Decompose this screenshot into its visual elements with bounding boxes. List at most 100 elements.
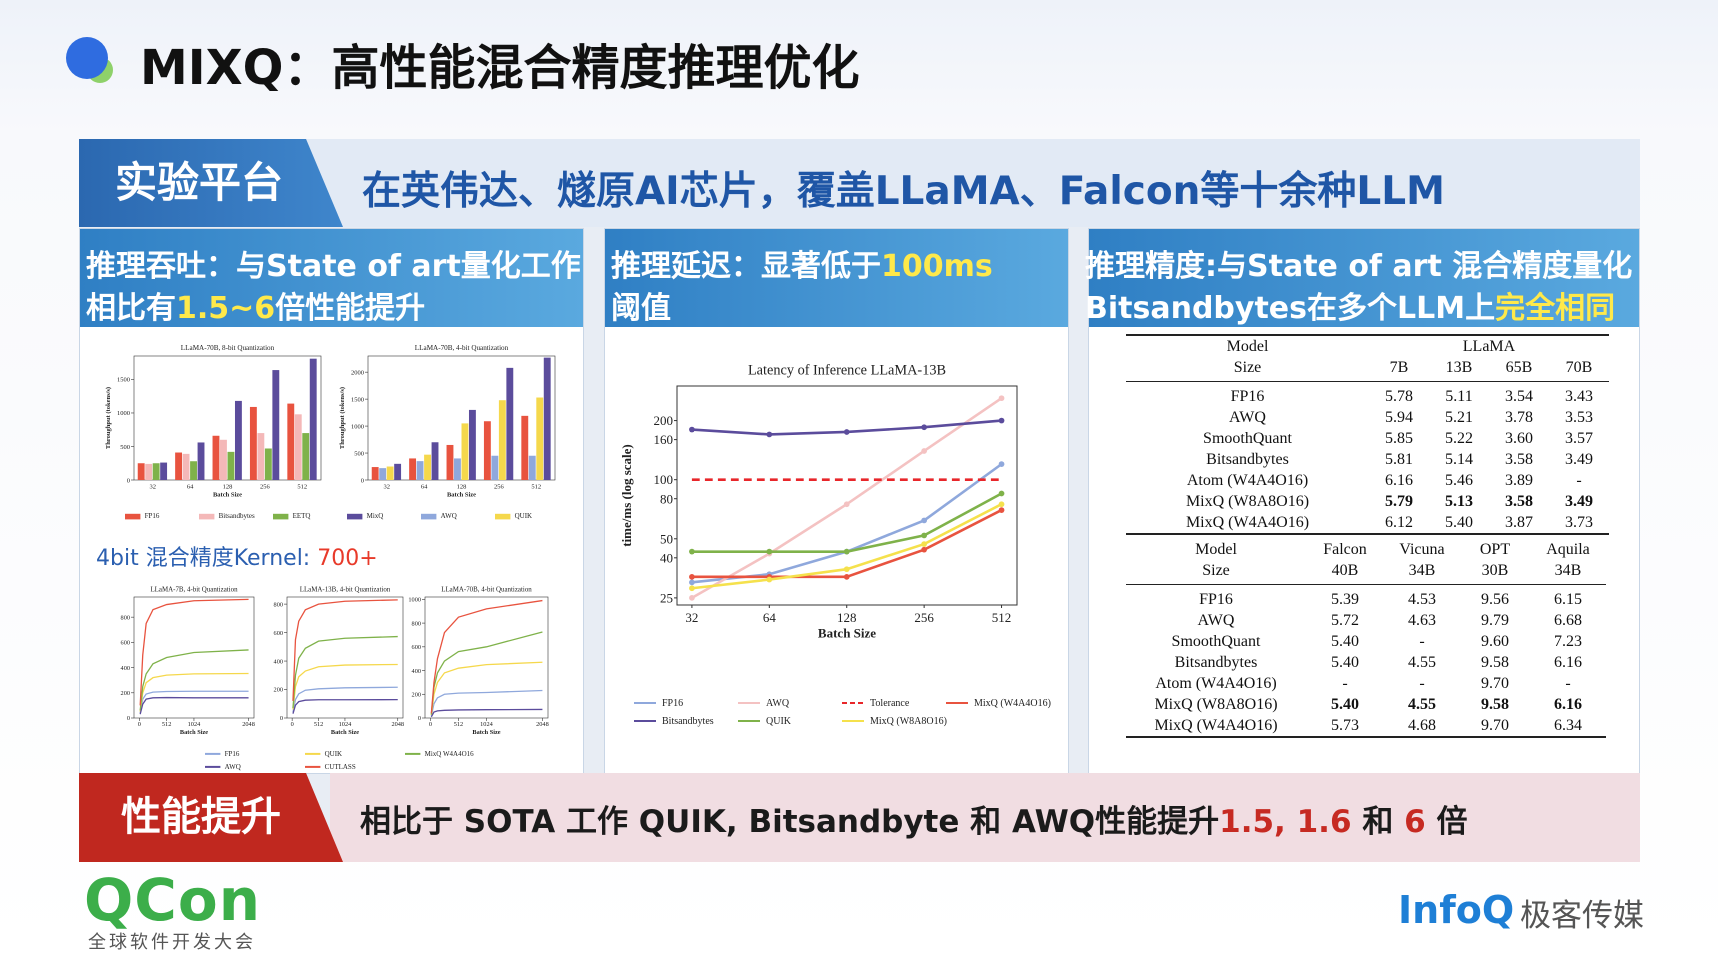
legend-label: FP16 xyxy=(145,512,160,520)
table-cell: 4.53 xyxy=(1408,591,1436,608)
legend-label: CUTLASS xyxy=(325,763,356,771)
y-tick-label: 500 xyxy=(354,450,364,457)
x-axis-label: Batch Size xyxy=(447,491,476,498)
x-tick-label: 128 xyxy=(457,483,467,490)
header-row: Model LLaMA xyxy=(1126,335,1609,357)
header-row: Model Falcon Vicuna OPT Aquila xyxy=(1126,539,1606,560)
series-line xyxy=(139,649,249,711)
y-tick-label: 800 xyxy=(274,601,283,608)
legend-swatch xyxy=(421,513,437,520)
summary-text-highlight: 1.5, 1.6 xyxy=(1219,804,1352,840)
series-marker xyxy=(689,573,695,580)
x-tick-label: 2048 xyxy=(391,721,404,728)
table-cell: Bitsandbytes xyxy=(1174,654,1258,671)
bar xyxy=(220,439,227,480)
legend-swatch xyxy=(273,513,289,520)
series-line xyxy=(430,631,543,715)
x-tick-label: 512 xyxy=(297,483,307,490)
series-marker xyxy=(998,490,1005,497)
bar xyxy=(498,400,506,480)
summary-text: 和 xyxy=(1351,804,1405,840)
series-line xyxy=(139,690,249,714)
table-cell: 3.49 xyxy=(1565,493,1593,510)
table-cell: 4.55 xyxy=(1408,696,1436,713)
bar xyxy=(528,455,536,480)
series-marker xyxy=(921,517,927,524)
summary-text-highlight: 6 xyxy=(1404,804,1426,840)
bar xyxy=(394,463,402,480)
x-tick-label: 1024 xyxy=(339,721,352,728)
kernel-charts: LLaMA-7B, 4-bit Quantization Batch Size 0 2… xyxy=(121,586,549,771)
kernel-note: 4bit 混合精度Kernel: 700+ xyxy=(96,540,378,572)
series-marker xyxy=(843,566,850,573)
y-axis-label: Throughput (tokens/s) xyxy=(339,387,346,449)
partner-subtitle: 极客传媒 xyxy=(1520,898,1644,934)
x-tick-label: 128 xyxy=(223,483,233,490)
table-cell: - xyxy=(1419,633,1425,650)
table-cell: 3.89 xyxy=(1505,472,1533,489)
series-line xyxy=(292,599,398,701)
panel-heading-line: 阈值 xyxy=(611,283,671,327)
table-cell: 3.54 xyxy=(1505,388,1533,405)
x-tick-label: 64 xyxy=(763,610,777,625)
table-cell: 9.70 xyxy=(1481,717,1509,734)
y-tick-label: 1000 xyxy=(351,423,364,430)
table-cell: - xyxy=(1419,675,1425,692)
table-cell: 3.57 xyxy=(1565,430,1593,447)
series-line xyxy=(292,686,398,713)
series-line xyxy=(139,598,249,706)
series-marker xyxy=(998,461,1005,467)
brand-logo: QCon xyxy=(84,866,262,934)
legend-label: AWQ xyxy=(225,763,241,771)
bar xyxy=(536,397,544,480)
chart-title: LLaMA-70B, 4-bit Quantization xyxy=(441,586,532,593)
table-row: Bitsandbytes 5.81 5.14 3.58 3.49 xyxy=(1126,449,1609,470)
x-tick-label: 128 xyxy=(837,610,857,625)
throughput-panel: 推理吞吐：与State of art量化工作 相比有1.5~6倍性能提升 xyxy=(79,228,584,774)
y-tick-label: 25 xyxy=(660,590,673,605)
table-row: AWQ 5.72 4.63 9.79 6.68 xyxy=(1126,610,1606,631)
throughput-charts: LLaMA-70B, 8-bit Quantization Batch Size T… xyxy=(105,344,556,520)
x-tick-label: 2048 xyxy=(536,721,549,728)
series-marker xyxy=(998,501,1005,508)
bar xyxy=(309,358,317,480)
accuracy-tables: Model LLaMA Size 7B 13B 65B 70B FP16 5.78 5.11 3.5… xyxy=(1126,334,1612,738)
bar xyxy=(175,452,183,480)
legend-swatch xyxy=(199,513,215,520)
legend-swatch xyxy=(495,513,511,520)
panel-heading-line: Bitsandbytes在多个LLM上完全相同 xyxy=(1085,283,1615,327)
y-tick-label: 500 xyxy=(120,444,130,451)
series-marker xyxy=(689,595,695,601)
bar xyxy=(431,442,439,480)
y-tick-label: 600 xyxy=(412,644,421,651)
y-tick-label: 0 xyxy=(127,477,130,484)
bar xyxy=(468,409,476,480)
chart-title: LLaMA-13B, 4-bit Quantization xyxy=(300,586,391,593)
series-marker xyxy=(766,548,773,555)
bar xyxy=(257,433,265,480)
bar xyxy=(182,453,190,480)
header-cell: Size xyxy=(1126,357,1369,382)
table-cell: 9.58 xyxy=(1481,696,1509,713)
table-cell: 4.55 xyxy=(1408,654,1436,671)
table-cell: 9.60 xyxy=(1481,633,1509,650)
table-cell: 5.81 xyxy=(1385,451,1413,468)
table-cell: Atom (W4A4O16) xyxy=(1155,675,1277,692)
table-cell: AWQ xyxy=(1229,409,1266,426)
legend-label: QUIK xyxy=(515,512,533,520)
chart-title: LLaMA-70B, 4-bit Quantization xyxy=(415,344,509,352)
header-cell: 34B xyxy=(1530,560,1606,585)
series-marker xyxy=(921,541,927,547)
header-cell: Model xyxy=(1226,338,1269,355)
header-cell: 34B xyxy=(1384,560,1460,585)
legend-label: MixQ xyxy=(367,512,384,520)
series-marker xyxy=(998,417,1005,424)
x-axis-label: Batch Size xyxy=(331,729,359,736)
table-cell: AWQ xyxy=(1197,612,1235,629)
y-tick-label: 400 xyxy=(412,668,421,675)
table-row: MixQ (W4A4O16) 5.73 4.68 9.70 6.34 xyxy=(1126,715,1606,737)
x-tick-label: 256 xyxy=(914,610,934,625)
heading-text-highlight: 1.5~6 xyxy=(176,291,276,326)
table-cell: 6.16 xyxy=(1554,654,1582,671)
y-tick-label: 1000 xyxy=(408,597,421,604)
